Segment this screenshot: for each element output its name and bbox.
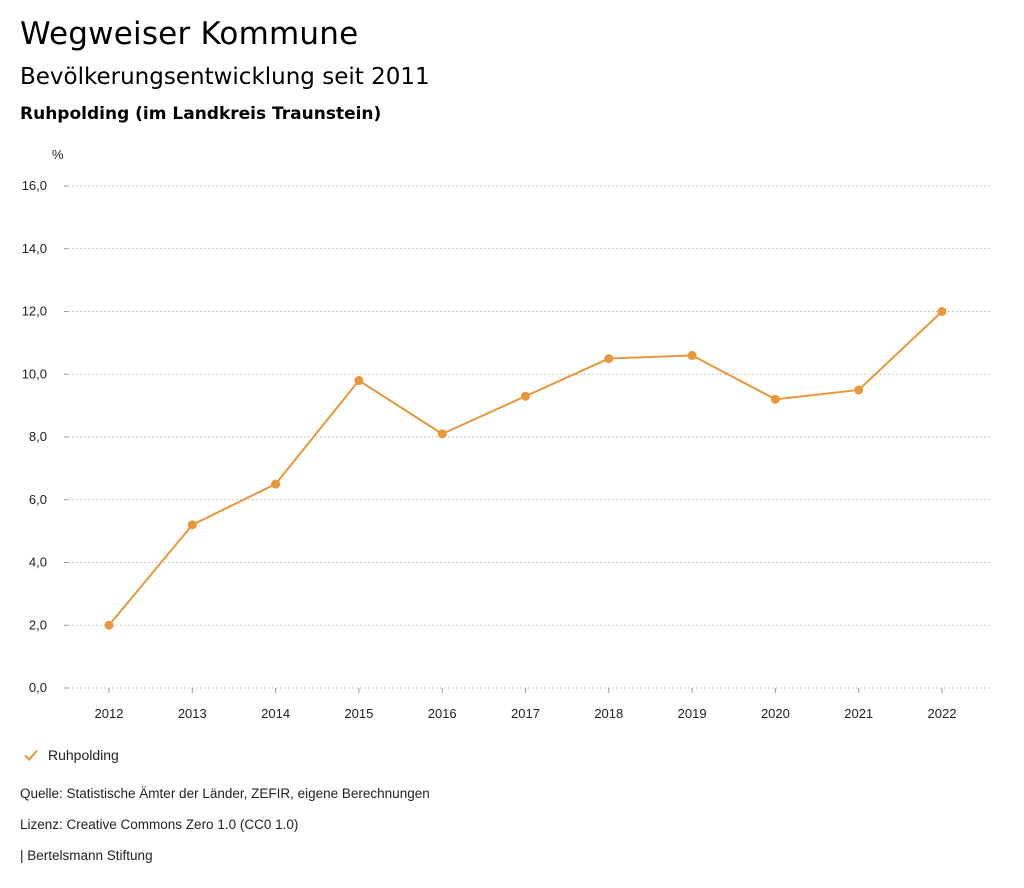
y-tick-label: 6,0 xyxy=(29,492,47,507)
page-title: Wegweiser Kommune xyxy=(20,16,359,52)
y-tick-label: 12,0 xyxy=(22,304,47,319)
y-tick-label: 0,0 xyxy=(29,680,47,695)
data-point-2022[interactable] xyxy=(937,307,947,316)
publisher-note: | Bertelsmann Stiftung xyxy=(20,848,153,863)
y-tick-label: 8,0 xyxy=(29,429,47,444)
x-tick-label: 2021 xyxy=(844,706,873,721)
y-tick-label: 10,0 xyxy=(22,366,47,381)
license-note: Lizenz: Creative Commons Zero 1.0 (CC0 1… xyxy=(20,817,299,832)
y-tick-label: 2,0 xyxy=(29,617,47,632)
x-tick-label: 2019 xyxy=(678,706,707,721)
data-point-2014[interactable] xyxy=(271,479,281,489)
x-tick-label: 2013 xyxy=(178,706,207,721)
series-line-ruhpolding xyxy=(108,310,943,626)
x-tick-label: 2014 xyxy=(261,706,290,721)
y-unit-label: % xyxy=(52,147,64,162)
x-tick-label: 2017 xyxy=(511,706,540,721)
data-point-2015[interactable] xyxy=(354,376,364,386)
data-point-2012[interactable] xyxy=(104,620,114,630)
data-point-2020[interactable] xyxy=(770,394,780,404)
data-point-2013[interactable] xyxy=(187,520,197,530)
x-tick-label: 2022 xyxy=(928,706,957,721)
legend-label: Ruhpolding xyxy=(48,747,119,763)
check-icon xyxy=(24,749,38,761)
region-label: Ruhpolding (im Landkreis Traunstein) xyxy=(20,104,382,124)
x-tick-label: 2015 xyxy=(344,706,373,721)
x-tick-label: 2012 xyxy=(95,706,124,721)
data-point-2017[interactable] xyxy=(521,391,530,401)
legend-item-ruhpolding[interactable]: Ruhpolding xyxy=(22,745,119,765)
x-tick-label: 2020 xyxy=(761,706,790,721)
data-point-2018[interactable] xyxy=(604,354,614,364)
chart-subtitle: Bevölkerungsentwicklung seit 2011 xyxy=(20,64,430,90)
y-tick-label: 16,0 xyxy=(22,178,47,193)
y-tick-label: 4,0 xyxy=(29,555,47,570)
source-note: Quelle: Statistische Ämter der Länder, Z… xyxy=(20,786,430,801)
line-chart: % 0,0 2,0 4,0 6,0 8,0 10,0 12,0 14,0 16,0 2012 20… xyxy=(22,147,990,721)
data-point-2016[interactable] xyxy=(437,429,447,439)
x-tick-label: 2016 xyxy=(428,706,457,721)
data-point-2021[interactable] xyxy=(854,385,864,395)
x-tick-label: 2018 xyxy=(594,706,623,721)
y-tick-label: 14,0 xyxy=(22,241,47,256)
data-point-2019[interactable] xyxy=(687,350,697,360)
